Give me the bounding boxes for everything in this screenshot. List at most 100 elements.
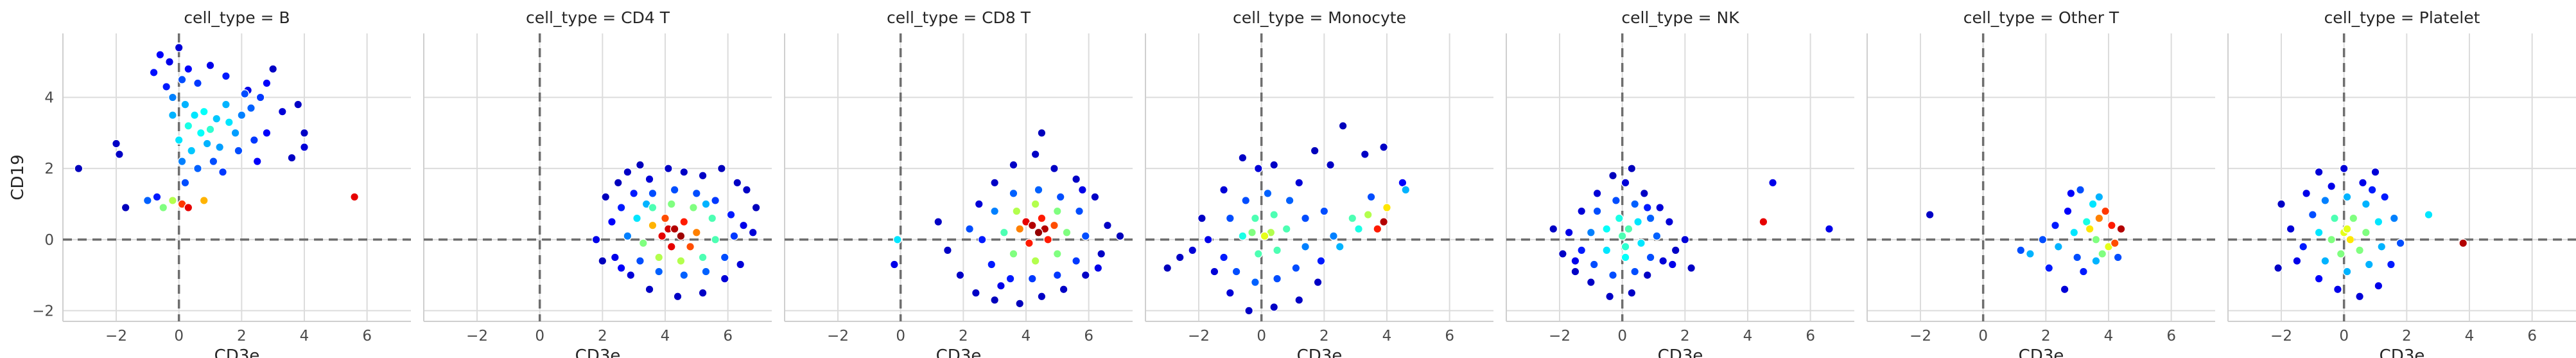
data-point (607, 217, 616, 227)
data-point (1401, 185, 1411, 195)
data-point (1360, 150, 1370, 159)
data-point (1072, 256, 1081, 265)
data-point (1627, 288, 1637, 298)
data-point (1052, 249, 1062, 258)
data-point (974, 199, 984, 209)
x-tick-label: 4 (1022, 328, 1031, 345)
data-point (1175, 253, 1185, 262)
data-point (1049, 220, 1059, 230)
x-tick-label: 0 (2339, 328, 2349, 345)
data-point (155, 50, 165, 60)
data-point (955, 271, 965, 280)
data-point (149, 67, 159, 77)
data-point (2066, 188, 2076, 198)
data-point (2345, 235, 2355, 244)
data-point (2339, 164, 2349, 174)
data-point (2098, 249, 2107, 258)
data-point (1671, 246, 1680, 255)
data-point (2063, 206, 2073, 216)
data-point (2292, 256, 2302, 265)
x-tick-label: 6 (2527, 328, 2537, 345)
data-point (1664, 217, 1674, 227)
data-point (231, 128, 240, 138)
data-point (1310, 146, 1319, 156)
x-axis-label: CD3e (575, 346, 621, 358)
data-point (1012, 206, 1022, 216)
data-point (987, 260, 996, 269)
data-point (74, 164, 83, 174)
data-point (2349, 213, 2358, 223)
data-point (2371, 167, 2380, 177)
data-point (1250, 278, 1260, 287)
data-point (748, 228, 758, 237)
data-point (1273, 246, 1282, 255)
data-point (199, 195, 209, 205)
data-point (688, 203, 698, 213)
data-point (2101, 206, 2110, 216)
data-point (1577, 246, 1587, 255)
x-tick-label: 2 (237, 328, 247, 345)
data-point (1052, 271, 1062, 280)
data-point (663, 164, 673, 174)
x-tick-label: 2 (598, 328, 607, 345)
y-tick-label: −2 (32, 303, 54, 319)
data-point (196, 128, 205, 138)
data-point (1768, 178, 1778, 188)
data-point (1027, 220, 1037, 230)
data-point (1630, 267, 1640, 276)
data-point (293, 100, 303, 109)
data-point (2320, 256, 2330, 265)
panel-title: cell_type = Monocyte (1233, 8, 1406, 27)
data-point (2113, 253, 2123, 262)
facet-panel-monocyte: cell_type = Monocyte −2 0 2 4 6 CD3e (1145, 8, 1493, 358)
data-point (1072, 174, 1081, 184)
data-point (698, 171, 708, 181)
data-point (1363, 210, 1373, 220)
data-point (2342, 192, 2352, 202)
data-point (1335, 242, 1345, 251)
data-point (221, 71, 231, 81)
data-point (698, 253, 708, 262)
data-point (209, 157, 218, 166)
data-point (1049, 164, 1059, 174)
data-point (1636, 238, 1646, 248)
data-point (1348, 213, 1357, 223)
data-point (2386, 260, 2396, 269)
x-tick-label: −2 (1188, 328, 1210, 345)
data-point (1225, 213, 1235, 223)
data-point (2091, 256, 2101, 265)
data-point (240, 89, 250, 99)
data-point (1238, 231, 1248, 241)
data-point (708, 213, 717, 223)
data-point (1646, 253, 1655, 262)
data-point (1577, 206, 1587, 216)
data-point (1639, 188, 1649, 198)
x-tick-label: 0 (535, 328, 544, 345)
data-point (2342, 224, 2352, 234)
data-point (2069, 228, 2079, 237)
data-point (679, 217, 689, 227)
data-point (2076, 185, 2085, 195)
x-tick-label: −2 (105, 328, 127, 345)
data-point (1354, 224, 1364, 234)
data-point (1586, 228, 1596, 237)
data-point (2355, 292, 2365, 301)
data-point (1269, 160, 1279, 170)
data-point (990, 295, 1000, 305)
data-point (2277, 199, 2286, 209)
panel-title: cell_type = CD4 T (526, 8, 670, 27)
data-point (1015, 299, 1025, 309)
x-axis-label: CD3e (1297, 346, 1343, 358)
data-point (591, 235, 601, 244)
data-point (252, 157, 262, 166)
data-point (205, 60, 215, 70)
data-point (736, 260, 745, 269)
facet-panel-other-t: cell_type = Other T −2 0 2 4 6 CD3e (1867, 8, 2215, 358)
data-point (999, 228, 1009, 237)
data-point (1163, 264, 1172, 273)
data-point (1571, 267, 1580, 276)
data-point (2038, 235, 2048, 244)
data-point (679, 271, 689, 280)
data-point (1285, 195, 1294, 205)
